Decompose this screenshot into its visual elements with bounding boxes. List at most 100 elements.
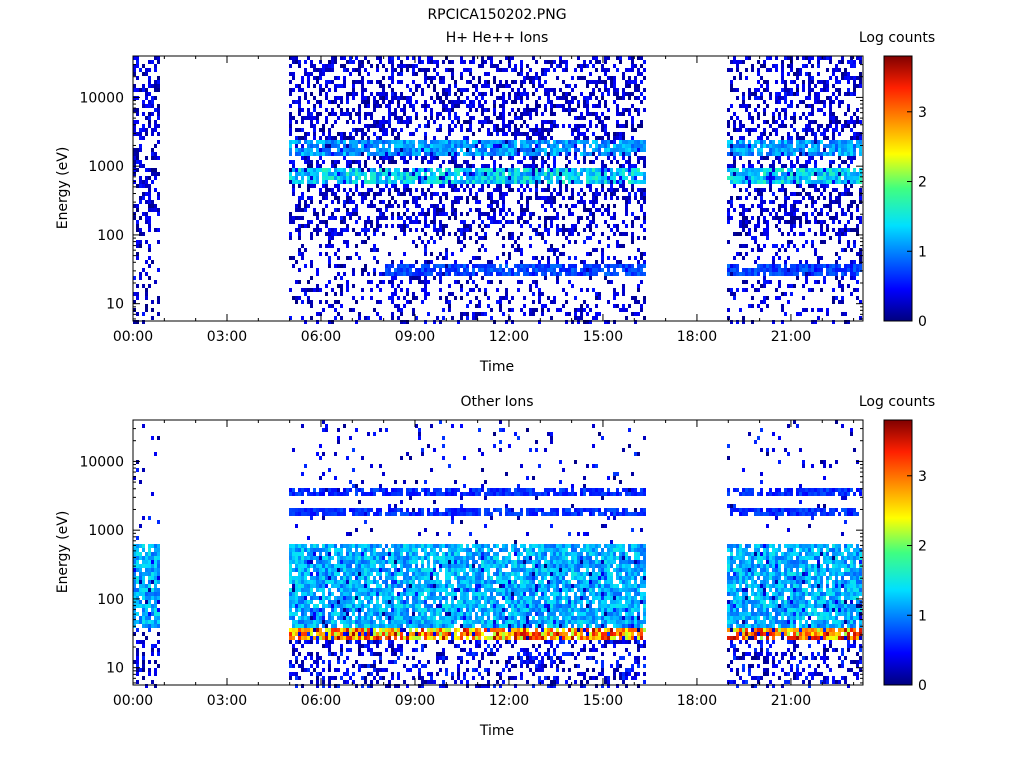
heatmap-cell (829, 100, 832, 104)
heatmap-cell (436, 60, 439, 64)
heatmap-cell (316, 212, 319, 216)
heatmap-cell (748, 112, 751, 116)
heatmap-cell (508, 168, 511, 172)
heatmap-cell (412, 104, 415, 108)
heatmap-cell (622, 132, 625, 136)
heatmap-cell (625, 308, 628, 312)
heatmap-cell (823, 184, 826, 188)
heatmap-cell (343, 152, 346, 156)
heatmap-cell (529, 288, 532, 292)
heatmap-cell (550, 64, 553, 68)
heatmap-cell (775, 224, 778, 228)
heatmap-cell (838, 180, 841, 184)
heatmap-cell (517, 268, 520, 272)
heatmap-cell (412, 180, 415, 184)
heatmap-cell (583, 124, 586, 128)
heatmap-cell (793, 148, 796, 152)
heatmap-cell (406, 180, 409, 184)
heatmap-cell (832, 300, 835, 304)
heatmap-cell (811, 244, 814, 248)
heatmap-cell (352, 160, 355, 164)
heatmap-cell (421, 92, 424, 96)
heatmap-cell (622, 264, 625, 268)
heatmap-cell (310, 140, 313, 144)
heatmap-cell (364, 172, 367, 176)
heatmap-cell (460, 196, 463, 200)
heatmap-cell (142, 212, 145, 216)
heatmap-cell (340, 112, 343, 116)
heatmap-cell (616, 68, 619, 72)
heatmap-cell (526, 220, 529, 224)
heatmap-cell (550, 220, 553, 224)
heatmap-cell (424, 248, 427, 252)
heatmap-cell (316, 144, 319, 148)
heatmap-cell (295, 152, 298, 156)
heatmap-cell (496, 188, 499, 192)
heatmap-cell (457, 172, 460, 176)
heatmap-cell (586, 80, 589, 84)
heatmap-cell (391, 196, 394, 200)
heatmap-cell (586, 84, 589, 88)
heatmap-cell (433, 88, 436, 92)
heatmap-cell (532, 312, 535, 316)
heatmap-cell (397, 168, 400, 172)
heatmap-cell (517, 172, 520, 176)
heatmap-cell (784, 188, 787, 192)
heatmap-cell (433, 152, 436, 156)
heatmap-cell (598, 208, 601, 212)
heatmap-cell (379, 172, 382, 176)
heatmap-cell (757, 268, 760, 272)
heatmap-cell (565, 312, 568, 316)
heatmap-cell (550, 124, 553, 128)
heatmap-cell (346, 92, 349, 96)
heatmap-cell (832, 128, 835, 132)
heatmap-cell (448, 272, 451, 276)
heatmap-cell (454, 180, 457, 184)
heatmap-cell (859, 196, 862, 200)
heatmap-cell (484, 84, 487, 88)
heatmap-cell (340, 84, 343, 88)
heatmap-cell (796, 192, 799, 196)
heatmap-cell (496, 132, 499, 136)
heatmap-cell (853, 148, 856, 152)
heatmap-cell (361, 168, 364, 172)
heatmap-cell (637, 168, 640, 172)
heatmap-cell (139, 276, 142, 280)
heatmap-cell (367, 124, 370, 128)
heatmap-cell (361, 128, 364, 132)
heatmap-cell (373, 100, 376, 104)
heatmap-cell (742, 100, 745, 104)
heatmap-cell (313, 172, 316, 176)
heatmap-cell (388, 172, 391, 176)
heatmap-cell (307, 164, 310, 168)
heatmap-cell (628, 56, 631, 60)
heatmap-cell (577, 220, 580, 224)
heatmap-cell (766, 68, 769, 72)
heatmap-cell (298, 180, 301, 184)
heatmap-cell (742, 124, 745, 128)
heatmap-cell (463, 60, 466, 64)
heatmap-cell (487, 128, 490, 132)
heatmap-cell (760, 164, 763, 168)
heatmap-cell (481, 60, 484, 64)
heatmap-cell (775, 148, 778, 152)
heatmap-cell (640, 204, 643, 208)
heatmap-cell (145, 68, 148, 72)
heatmap-cell (550, 136, 553, 140)
heatmap-cell (745, 252, 748, 256)
heatmap-cell (751, 164, 754, 168)
heatmap-cell (847, 284, 850, 288)
heatmap-cell (481, 56, 484, 60)
heatmap-cell (361, 76, 364, 80)
heatmap-cell (793, 200, 796, 204)
heatmap-cell (817, 64, 820, 68)
heatmap-cell (424, 320, 427, 324)
heatmap-cell (814, 144, 817, 148)
heatmap-cell (562, 68, 565, 72)
heatmap-cell (730, 292, 733, 296)
heatmap-cell (784, 176, 787, 180)
heatmap-cell (598, 240, 601, 244)
heatmap-cell (643, 164, 646, 168)
heatmap-cell (394, 272, 397, 276)
heatmap-cell (310, 264, 313, 268)
